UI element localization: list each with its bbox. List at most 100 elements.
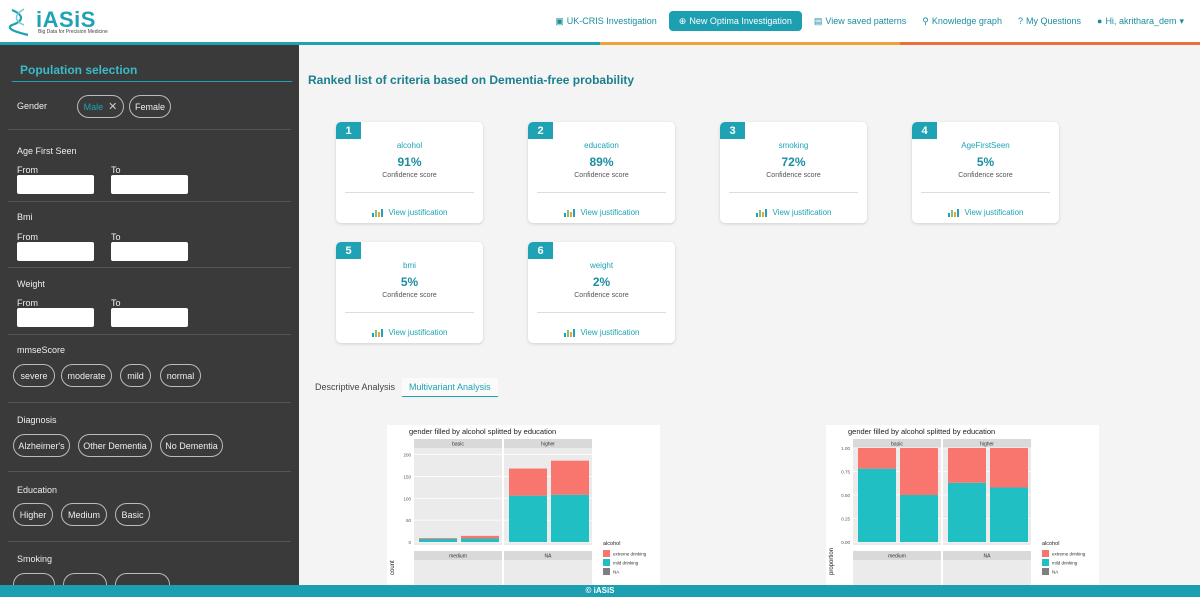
tab-multivariant-analysis[interactable]: Multivariant Analysis <box>402 378 498 397</box>
bar-segment <box>551 494 589 542</box>
plus-circle-icon: ⊕ <box>678 15 687 26</box>
age-to-label: To <box>111 165 121 175</box>
caret-down-icon: ▾ <box>1179 15 1184 26</box>
count-plot: gender filled by alcohol splitted by edu… <box>387 425 660 585</box>
rank-badge: 2 <box>528 122 553 139</box>
top-header: iASiS Big Data for Precision Medicine ▣ … <box>0 0 1200 42</box>
mmse-pill-mild[interactable]: mild <box>120 364 151 387</box>
confidence-value: 91% <box>397 155 422 169</box>
nav-uk-cris-investigation[interactable]: ▣ UK-CRIS Investigation <box>547 10 665 32</box>
panel-background <box>504 560 592 585</box>
smoking-pill[interactable] <box>63 573 107 585</box>
diagnosis-pill-no-dementia[interactable]: No Dementia <box>160 434 223 457</box>
bar-segment <box>948 448 986 483</box>
divider <box>8 541 291 542</box>
bar-segment <box>900 448 938 495</box>
view-justification-link[interactable]: View justification <box>912 208 1059 217</box>
bmi-label: Bmi <box>17 212 33 222</box>
mmse-pill-normal[interactable]: normal <box>160 364 201 387</box>
gender-pill-female[interactable]: Female <box>129 95 171 118</box>
weight-from-label: From <box>17 298 38 308</box>
confidence-value: 72% <box>781 155 806 169</box>
card-divider <box>537 312 666 313</box>
nav-new-optima-investigation[interactable]: ⊕ New Optima Investigation <box>668 11 802 31</box>
card-divider <box>345 192 474 193</box>
gender-pill-male[interactable]: Male ✕ <box>77 95 124 118</box>
age-to-input[interactable] <box>111 175 188 194</box>
y-tick-label: 100 <box>403 496 411 501</box>
rank-badge: 1 <box>336 122 361 139</box>
pill-label: mild <box>127 370 144 381</box>
age-from-input[interactable] <box>17 175 94 194</box>
smoking-pill[interactable] <box>13 573 55 585</box>
y-tick-label: 200 <box>403 453 411 458</box>
bmi-from-input[interactable] <box>17 242 94 261</box>
bar-segment <box>948 482 986 542</box>
nav-view-saved-patterns[interactable]: ▤ View saved patterns <box>806 10 914 32</box>
criterion-name: weight <box>589 261 614 270</box>
iasis-logo[interactable]: iASiS Big Data for Precision Medicine <box>8 5 118 37</box>
pill-label: Medium <box>68 509 101 520</box>
confidence-label: Confidence score <box>382 292 437 299</box>
smoking-label: Smoking <box>17 554 53 564</box>
mmse-pill-severe[interactable]: severe <box>13 364 55 387</box>
criteria-card: 4 AgeFirstSeen 5% Confidence score View … <box>912 122 1059 223</box>
confidence-label: Confidence score <box>382 172 437 179</box>
card-divider <box>537 192 666 193</box>
close-icon[interactable]: ✕ <box>108 101 118 113</box>
legend-label: mild drinking <box>1052 561 1078 566</box>
view-justification-link[interactable]: View justification <box>336 328 483 337</box>
bmi-from-label: From <box>17 232 38 242</box>
divider <box>8 267 291 268</box>
legend-swatch <box>1042 550 1049 557</box>
card-divider <box>345 312 474 313</box>
y-tick-label: 0.25 <box>841 517 850 522</box>
facet-strip <box>504 551 592 560</box>
mmse-pill-moderate[interactable]: moderate <box>61 364 112 387</box>
y-axis-label: count <box>390 560 396 575</box>
education-pill-basic[interactable]: Basic <box>115 503 150 526</box>
view-justification-link[interactable]: View justification <box>336 208 483 217</box>
bar-segment <box>509 468 547 496</box>
diagnosis-pill-alzheimers[interactable]: Alzheimer's <box>13 434 70 457</box>
weight-from-input[interactable] <box>17 308 94 327</box>
search-icon: ⚲ <box>922 15 929 26</box>
facet-strip <box>414 551 502 560</box>
diagnosis-pill-other-dementia[interactable]: Other Dementia <box>78 434 152 457</box>
criteria-card: 3 smoking 72% Confidence score View just… <box>720 122 867 223</box>
smoking-pill[interactable] <box>115 573 170 585</box>
criterion-name: bmi <box>403 261 416 270</box>
y-axis-label: proportion <box>829 548 835 575</box>
bmi-to-input[interactable] <box>111 242 188 261</box>
view-justification-link[interactable]: View justification <box>720 208 867 217</box>
age-first-seen-label: Age First Seen <box>17 146 77 156</box>
sidebar-title: Population selection <box>20 63 138 77</box>
y-tick-label: 0.75 <box>841 470 850 475</box>
bar-segment <box>858 468 896 542</box>
facet-label: NA <box>984 554 992 560</box>
bar-segment <box>461 535 499 539</box>
facet-strip <box>853 551 941 560</box>
question-circle-icon: ? <box>1017 16 1023 26</box>
confidence-value: 89% <box>589 155 614 169</box>
weight-to-input[interactable] <box>111 308 188 327</box>
confidence-value: 5% <box>976 155 995 169</box>
facet-strip <box>414 439 502 448</box>
panel-background <box>943 560 1031 585</box>
header-color-bar <box>0 42 1200 45</box>
view-justification-link[interactable]: View justification <box>528 328 675 337</box>
view-justification-link[interactable]: View justification <box>528 208 675 217</box>
book-icon: ▤ <box>813 15 823 26</box>
main-content: Ranked list of criteria based on Dementi… <box>299 45 1200 585</box>
education-pill-medium[interactable]: Medium <box>61 503 107 526</box>
view-justification-label: View justification <box>580 328 640 337</box>
nav-knowledge-graph[interactable]: ⚲ Knowledge graph <box>914 10 1010 32</box>
nav-my-questions[interactable]: ? My Questions <box>1010 10 1089 32</box>
tab-descriptive-analysis[interactable]: Descriptive Analysis <box>315 382 396 392</box>
legend-label: NA <box>613 570 619 575</box>
divider <box>8 402 291 403</box>
nav-user-menu[interactable]: ● Hi, akritharа_dem ▾ <box>1089 10 1192 32</box>
education-pill-higher[interactable]: Higher <box>13 503 53 526</box>
facet-label: basic <box>891 442 903 448</box>
mmse-score-label: mmseScore <box>17 345 66 355</box>
